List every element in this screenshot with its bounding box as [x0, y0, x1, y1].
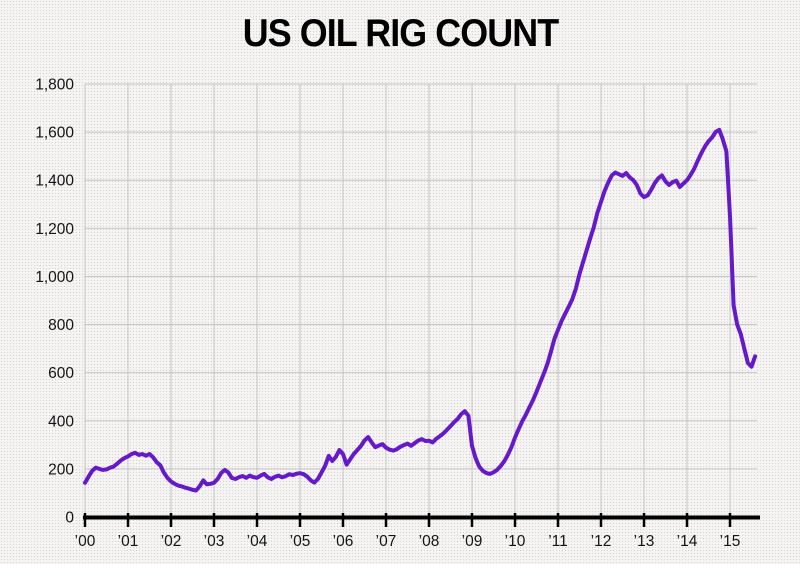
x-axis-label: ’15: [720, 533, 741, 550]
chart-title: US OIL RIG COUNT: [242, 12, 558, 55]
y-axis-label: 800: [48, 317, 74, 334]
x-axis-label: ’11: [548, 533, 568, 550]
x-axis-label: ’07: [376, 533, 397, 550]
x-axis-label: ’01: [118, 533, 139, 550]
x-axis-label: ’05: [290, 533, 311, 550]
x-axis-label: ’14: [677, 533, 698, 550]
y-axis-label: 400: [48, 413, 74, 430]
x-axis-label: ’10: [505, 533, 526, 550]
x-axis-label: ’04: [247, 533, 268, 550]
y-axis-label: 0: [65, 510, 74, 527]
x-axis-label: ’02: [161, 533, 182, 550]
x-axis-label: ’09: [462, 533, 483, 550]
y-axis-label: 200: [48, 461, 74, 478]
y-axis-label: 600: [48, 365, 74, 382]
rig-count-series-line: [83, 127, 758, 493]
x-axis-label: ’13: [634, 533, 655, 550]
y-axis-label: 1,800: [35, 77, 74, 94]
title-row: US OIL RIG COUNT: [0, 12, 800, 56]
x-axis-label: ’08: [419, 533, 440, 550]
y-axis-label: 1,600: [35, 125, 74, 142]
x-axis-label: ’12: [591, 533, 612, 550]
x-axis-label: ’00: [75, 533, 96, 550]
x-axis-label: ’03: [204, 533, 225, 550]
y-axis-label: 1,200: [35, 221, 74, 238]
x-axis-label: ’06: [333, 533, 354, 550]
y-axis-label: 1,400: [35, 173, 74, 190]
y-axis-label: 1,000: [35, 269, 74, 286]
